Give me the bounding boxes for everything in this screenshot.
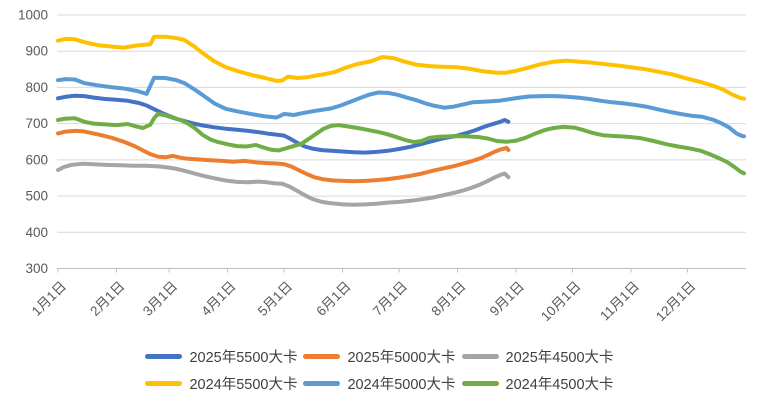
x-axis-label-3月1日: 3月1日 bbox=[140, 279, 180, 319]
x-axis-label-9月1日: 9月1日 bbox=[487, 279, 527, 319]
y-axis-label-300: 300 bbox=[25, 261, 48, 276]
legend-label-2025-5500: 2025年5500大卡 bbox=[189, 350, 298, 366]
legend-swatch-2024-5500 bbox=[145, 381, 183, 386]
legend-item-2024-5000: 2024年5000大卡 bbox=[303, 373, 456, 394]
x-axis-label-1月1日: 1月1日 bbox=[29, 279, 69, 319]
chart-plot-area: 300 400 500 600 700 800 900 1000 1月1日 2月1日 3月1日 4月1… bbox=[18, 8, 746, 325]
y-axis-label-600: 600 bbox=[25, 152, 48, 167]
legend-label-2025-5000: 2025年5000大卡 bbox=[347, 350, 456, 366]
y-axis-label-500: 500 bbox=[25, 189, 48, 204]
legend-swatch-2024-5000 bbox=[303, 381, 341, 386]
y-axis-label-1000: 1000 bbox=[18, 8, 48, 23]
y-axis-label-700: 700 bbox=[25, 116, 48, 131]
legend-row-2025: 2025年5500大卡 2025年5000大卡 2025年4500大卡 bbox=[142, 343, 616, 370]
series-line-2024-5000 bbox=[56, 75, 746, 139]
chart-legend: 2025年5500大卡 2025年5000大卡 2025年4500大卡 2024… bbox=[0, 343, 759, 397]
legend-item-2024-4500: 2024年4500大卡 bbox=[461, 373, 614, 394]
x-axis-label-11月1日: 11月1日 bbox=[597, 279, 642, 324]
legend-label-2024-4500: 2024年4500大卡 bbox=[505, 377, 614, 393]
y-axis-label-900: 900 bbox=[25, 44, 48, 59]
legend-item-2025-5500: 2025年5500大卡 bbox=[145, 346, 297, 367]
legend-item-2025-4500: 2025年4500大卡 bbox=[461, 346, 614, 367]
legend-row-2024: 2024年5500大卡 2024年5000大卡 2024年4500大卡 bbox=[142, 370, 616, 397]
series-line-2025-5000 bbox=[56, 128, 511, 184]
x-axis-label-7月1日: 7月1日 bbox=[370, 279, 410, 319]
x-axis-label-8月1日: 8月1日 bbox=[428, 279, 468, 319]
x-axis-label-4月1日: 4月1日 bbox=[198, 279, 238, 319]
series-line-2024-5500 bbox=[56, 34, 746, 101]
legend-label-2025-4500: 2025年4500大卡 bbox=[505, 350, 614, 366]
series-line-2025-4500 bbox=[56, 161, 511, 207]
legend-swatch-2025-4500 bbox=[461, 354, 499, 359]
x-axis-label-2月1日: 2月1日 bbox=[87, 279, 127, 319]
legend-swatch-2025-5500 bbox=[145, 354, 183, 359]
legend-item-2025-5000: 2025年5000大卡 bbox=[303, 346, 456, 367]
x-axis-label-12月1日: 12月1日 bbox=[653, 279, 699, 325]
legend-label-2024-5000: 2024年5000大卡 bbox=[347, 377, 456, 393]
x-axis-label-5月1日: 5月1日 bbox=[255, 279, 295, 319]
legend-label-2024-5500: 2024年5500大卡 bbox=[189, 377, 298, 393]
y-axis-label-800: 800 bbox=[25, 80, 48, 95]
legend-swatch-2025-5000 bbox=[303, 354, 341, 359]
legend-item-2024-5500: 2024年5500大卡 bbox=[145, 373, 297, 394]
x-axis-label-10月1日: 10月1日 bbox=[538, 279, 584, 325]
y-axis-label-400: 400 bbox=[25, 225, 48, 240]
series-line-2024-4500 bbox=[56, 111, 746, 176]
x-axis-label-6月1日: 6月1日 bbox=[313, 279, 353, 319]
legend-swatch-2024-4500 bbox=[461, 381, 499, 386]
